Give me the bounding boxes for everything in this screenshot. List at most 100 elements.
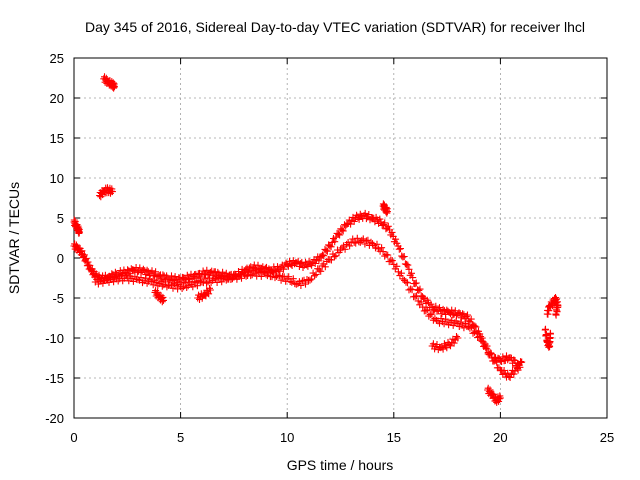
data-point [457,318,465,326]
data-point [388,228,396,236]
data-point [412,279,420,287]
y-tick-label: 20 [50,91,64,106]
data-point [336,231,344,239]
data-point [75,228,83,236]
data-point [320,252,328,260]
data-point [254,261,262,269]
data-point [110,278,118,286]
data-point [204,278,212,286]
data-point [449,311,457,319]
data-point [504,369,512,377]
data-point [218,278,226,286]
data-point [474,334,482,341]
data-point [206,286,214,294]
data-point [263,272,271,280]
data-point [233,275,241,283]
data-point [547,330,554,338]
data-point [102,74,110,82]
axis-ticks [73,57,608,419]
data-point [432,302,440,310]
data-point [139,265,147,273]
data-point [400,253,408,260]
data-point [439,305,447,313]
data-point [459,310,467,318]
y-tick-labels: -20 -15 -10 -5 0 5 10 15 20 25 [45,51,64,426]
y-tick-label: -10 [45,331,64,346]
data-point [323,247,331,255]
data-point [285,273,293,281]
data-point [302,280,309,288]
data-point [397,269,405,277]
data-point [378,244,386,252]
data-point [486,386,494,394]
x-tick-label: 20 [493,430,507,445]
data-point [190,278,198,286]
data-point [349,235,357,243]
data-point [461,319,469,327]
data-point [171,273,179,281]
data-point [483,345,491,353]
data-point [454,320,462,328]
data-point [148,267,156,275]
data-point [376,215,384,223]
data-point [241,271,249,279]
data-point [295,278,303,286]
data-point [361,240,369,248]
data-point [334,230,342,238]
data-point [423,306,431,314]
data-point [212,275,220,283]
data-point [308,275,316,283]
plot-frame [73,57,608,419]
data-point [428,310,436,318]
data-point [78,247,86,255]
data-point [352,239,360,247]
x-tick-label: 25 [600,430,614,445]
data-point [346,242,354,250]
data-point [321,263,329,271]
data-point [397,245,404,253]
data-point [280,265,287,273]
data-point [245,267,253,275]
data-point [203,279,210,287]
data-point [408,269,415,277]
data-point [105,278,113,286]
data-point [331,238,339,246]
data-point [471,328,478,336]
x-tick-label: 0 [70,430,77,445]
data-point [416,285,424,293]
data-point [448,306,456,314]
data-point [367,238,375,246]
data-point [82,254,90,262]
data-point [231,272,239,280]
data-point [381,252,389,260]
data-point [199,267,207,275]
data-point [383,208,391,216]
data-point [326,242,334,250]
data-point [338,226,346,234]
y-axis-label: SDTVAR / TECUs [6,182,22,294]
data-point [295,263,303,270]
data-point [317,267,325,275]
data-point [436,304,443,312]
data-point [552,305,560,313]
data-point [404,261,412,269]
data-point [407,285,415,293]
data-point [238,274,245,282]
data-point [437,315,445,322]
data-point [158,298,166,306]
data-point [248,271,256,279]
data-point [159,293,167,301]
data-point [161,278,169,286]
data-point [384,251,392,259]
data-point [260,269,268,277]
data-point [86,261,94,269]
y-tick-label: -20 [45,411,64,426]
data-point [180,283,188,291]
data-point [206,284,213,292]
data-point [471,322,479,330]
data-point [500,367,508,374]
data-point [387,256,395,264]
data-point [409,274,417,282]
data-point [553,302,561,310]
